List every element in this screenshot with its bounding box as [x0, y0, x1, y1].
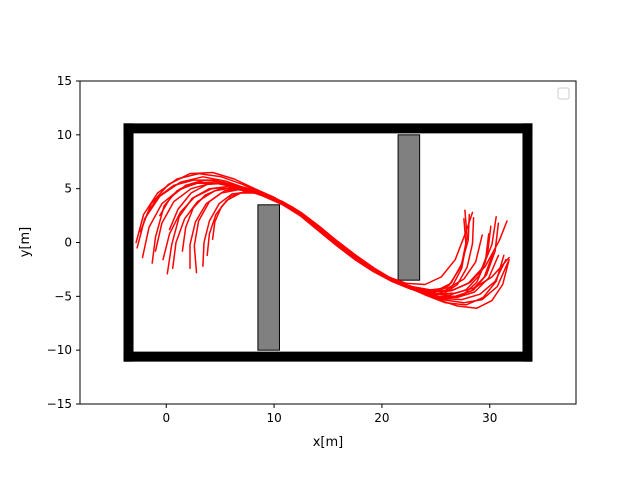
x-tick-label: 0	[162, 411, 170, 425]
obstacle-2	[397, 134, 421, 281]
wall-left	[123, 123, 134, 362]
y-axis-ticks: −15 −10 −5 0 5 10 15	[47, 74, 80, 411]
wall-bottom	[123, 351, 533, 362]
y-tick-label: 15	[57, 74, 72, 88]
y-tick-label: 0	[64, 236, 72, 250]
x-tick-label: 20	[374, 411, 389, 425]
x-tick-label: 30	[482, 411, 497, 425]
trajectories	[135, 171, 510, 309]
arena-walls	[123, 123, 533, 362]
obstacles	[257, 134, 421, 351]
y-tick-label: −5	[54, 289, 72, 303]
x-tick-label: 10	[266, 411, 281, 425]
y-tick-label: −10	[47, 343, 72, 357]
trajectory-line-12	[135, 172, 497, 293]
y-tick-label: 5	[64, 182, 72, 196]
wall-right	[522, 123, 533, 362]
trajectory-line-18	[159, 179, 475, 295]
x-axis-label: x[m]	[313, 435, 344, 450]
x-axis-ticks: 0 10 20 30	[162, 404, 497, 425]
trajectory-line-17	[206, 192, 510, 309]
y-tick-label: 10	[57, 128, 72, 142]
legend-box	[557, 87, 570, 100]
y-tick-label: −15	[47, 397, 72, 411]
y-axis-label: y[m]	[18, 227, 33, 258]
obstacle-1	[257, 204, 280, 351]
wall-top	[123, 123, 533, 134]
